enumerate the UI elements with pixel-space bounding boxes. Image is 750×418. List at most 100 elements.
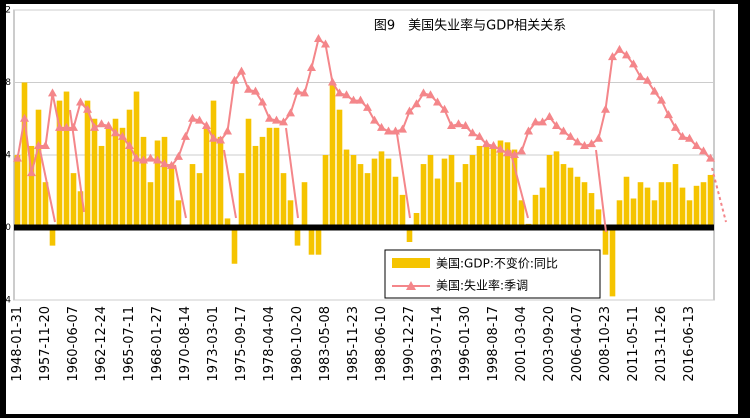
line-marker: [202, 121, 211, 129]
bar: [112, 118, 119, 228]
x-tick-label: 1985-11-23: [346, 306, 361, 382]
bar: [546, 155, 553, 228]
line-marker: [643, 75, 652, 84]
line-marker: [685, 133, 694, 142]
bar: [448, 155, 455, 228]
x-tick-label: 2006-04-07: [570, 306, 585, 382]
bar: [175, 200, 182, 228]
line-marker: [321, 39, 330, 48]
bar: [707, 174, 714, 228]
line-marker: [699, 146, 708, 155]
bar: [595, 209, 602, 228]
line-marker: [230, 75, 239, 84]
bar: [336, 109, 343, 228]
line-marker: [706, 153, 715, 162]
bar: [273, 127, 280, 228]
bar: [357, 164, 364, 228]
bar: [224, 218, 231, 228]
legend-label: 美国:GDP:不变价:同比: [436, 256, 558, 271]
bar: [98, 145, 105, 228]
bar: [581, 182, 588, 228]
x-tick-label: 2013-11-26: [654, 306, 669, 382]
line-marker: [167, 160, 176, 169]
bar: [161, 136, 168, 228]
x-tick-label: 1962-12-24: [94, 306, 109, 382]
bar: [588, 193, 595, 228]
bar: [392, 176, 399, 228]
y-tick-label: 4: [5, 151, 11, 161]
bar: [308, 227, 315, 255]
bar: [203, 127, 210, 228]
line-marker: [307, 63, 316, 71]
bar: [532, 194, 539, 228]
line-marker: [146, 153, 155, 162]
line-marker: [657, 95, 666, 104]
line-marker: [48, 88, 57, 97]
bar: [637, 182, 644, 228]
line-marker: [34, 140, 43, 149]
x-tick-label: 1983-05-08: [318, 306, 333, 382]
x-tick-label: 1957-11-20: [38, 306, 53, 382]
line-marker: [538, 117, 547, 126]
bar: [602, 227, 609, 255]
line-marker: [482, 139, 491, 148]
x-tick-label: 1975-09-17: [234, 306, 249, 382]
bar: [658, 182, 665, 228]
bar: [259, 136, 266, 228]
line-marker: [286, 108, 295, 117]
line-marker: [160, 159, 169, 168]
x-tick-label: 1965-07-11: [122, 306, 137, 382]
line-marker: [671, 122, 680, 131]
bar: [329, 82, 336, 228]
line-marker: [41, 140, 50, 149]
bar: [630, 198, 637, 228]
line-marker: [566, 131, 575, 140]
bar: [210, 100, 217, 228]
line-marker: [468, 128, 477, 137]
line-marker: [279, 117, 288, 126]
line-marker: [426, 90, 435, 99]
line-marker: [342, 90, 351, 99]
bar: [455, 182, 462, 228]
bar: [644, 187, 651, 228]
line-marker: [237, 66, 246, 75]
bar: [301, 182, 308, 228]
x-tick-label: 2011-05-11: [626, 306, 641, 382]
bar: [350, 155, 357, 228]
bar: [378, 151, 385, 228]
bar: [560, 164, 567, 228]
line-marker: [545, 111, 554, 120]
bar: [196, 173, 203, 228]
line-marker: [433, 97, 442, 106]
line-marker: [181, 131, 190, 140]
bar: [399, 194, 406, 228]
x-tick-label: 1970-08-14: [178, 306, 193, 382]
bar: [70, 173, 77, 228]
x-tick-label: 2008-10-23: [598, 306, 613, 382]
bar: [497, 140, 504, 228]
line-marker: [587, 139, 596, 148]
bar: [574, 176, 581, 228]
bar: [441, 158, 448, 228]
bar: [469, 155, 476, 228]
x-tick-label: 1996-01-30: [458, 306, 473, 382]
line-marker: [188, 113, 197, 122]
bar: [14, 155, 21, 228]
bar: [427, 155, 434, 228]
bar: [322, 155, 329, 228]
bar: [462, 164, 469, 228]
line-marker: [335, 88, 344, 97]
line-marker: [223, 126, 232, 135]
line-marker: [328, 77, 337, 86]
bar: [217, 136, 224, 228]
bar: [553, 151, 560, 228]
legend-swatch: [406, 281, 416, 290]
line-marker: [461, 121, 470, 129]
line-marker: [496, 144, 505, 153]
line-marker: [573, 137, 582, 146]
line-marker: [27, 168, 36, 177]
chart-title: 图9 美国失业率与GDP相关关系: [374, 18, 566, 34]
line-marker: [97, 119, 106, 128]
line-marker: [244, 84, 253, 93]
